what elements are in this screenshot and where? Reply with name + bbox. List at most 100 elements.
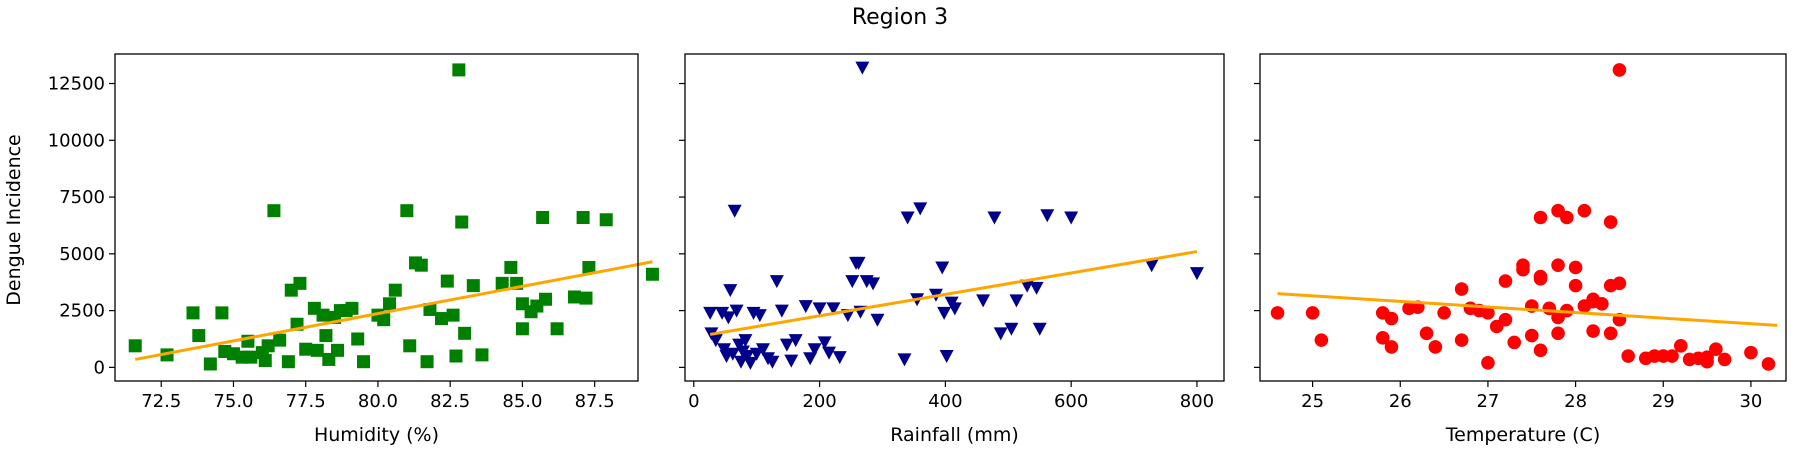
rainfall-point [738,334,753,348]
humidity-point [420,355,434,369]
rainfall-point [740,350,755,364]
humidity-point [383,297,397,311]
humidity-point [388,283,402,297]
humidity-point [299,342,313,356]
humidity-x-tick-label: 72.5 [141,391,181,412]
temperature-point [1621,349,1635,363]
humidity-point [377,313,391,327]
temperature-point [1551,258,1565,272]
rainfall-x-tick-label: 600 [1054,391,1088,412]
humidity-point [192,329,206,343]
humidity-trend-line [134,260,653,361]
temperature-point [1560,210,1574,225]
humidity-point [550,322,564,336]
humidity-point [440,274,454,288]
rainfall-point [733,355,748,369]
temperature-point [1612,63,1627,77]
humidity-point [567,290,581,304]
rainfall-trend-line [709,250,1198,336]
temperature-point [1498,274,1513,288]
humidity-x-axis-label: Humidity (%) [314,424,439,446]
rainfall-point [803,352,818,366]
temperature-point [1437,306,1451,320]
humidity-point [330,343,344,357]
humidity-point [128,339,142,353]
rainfall-plot-frame [684,53,1225,382]
rainfall-x-tick-label: 800 [1180,391,1214,412]
humidity-point [351,332,365,346]
temperature-plot-frame [1259,53,1787,382]
rainfall-point [1029,281,1044,295]
y-tick-label: 7500 [59,187,105,208]
humidity-point [319,329,333,343]
temperature-point [1568,260,1583,275]
temperature-point [1674,339,1688,353]
rainfall-point [721,311,736,325]
rainfall-point [727,204,742,218]
rainfall-point [1040,209,1055,223]
rainfall-x-axis-label: Rainfall (mm) [890,424,1019,446]
humidity-x-tick-label: 87.5 [575,391,615,412]
rainfall-point [817,336,832,350]
humidity-point [495,276,509,290]
temperature-point [1533,269,1548,284]
rainfall-point [870,313,885,327]
rainfall-point [723,284,738,298]
temperature-point [1761,357,1776,371]
humidity-point [316,308,330,322]
humidity-point [203,357,217,371]
y-tick-label: 12500 [48,74,105,95]
humidity-plot-frame [114,53,639,382]
humidity-point [261,339,275,353]
humidity-point [281,355,295,369]
rainfall-point [976,294,991,308]
humidity-point [536,211,550,224]
rainfall-point [845,275,860,289]
rainfall-point [1032,322,1047,336]
rainfall-point [807,343,822,357]
rainfall-point [1144,259,1159,273]
rainfall-point [826,302,841,316]
temperature-point [1595,296,1609,311]
rainfall-point [897,353,912,367]
humidity-point [244,350,258,364]
humidity-point [215,306,229,320]
rainfall-point [1004,322,1019,336]
temperature-point [1454,333,1469,347]
rainfall-point [798,300,813,314]
temperature-point [1481,306,1495,320]
humidity-x-tick-label: 82.5 [430,391,470,412]
y-tick-label: 2500 [59,301,105,322]
humidity-point [414,258,428,272]
rainfall-point [743,356,758,370]
humidity-point [599,213,613,227]
humidity-point [504,260,518,274]
rainfall-point [755,343,770,357]
temperature-point [1533,210,1548,225]
temperature-point [1551,326,1565,341]
humidity-point [400,204,414,218]
y-tick-label: 0 [94,357,105,378]
humidity-x-tick-label: 85.0 [502,391,542,412]
rainfall-point [1064,211,1079,225]
rainfall-point [715,306,730,320]
humidity-point [579,291,593,305]
humidity-point [446,308,460,322]
temperature-point [1603,215,1618,229]
rainfall-point [779,338,794,352]
rainfall-point [851,256,866,270]
rainfall-panel: 0 200 400 600 800 Rainfall (mm) [679,53,1225,446]
humidity-point [466,279,480,293]
humidity-point [435,312,449,326]
humidity-point [186,306,200,320]
rainfall-point [765,355,780,369]
temperature-point [1454,282,1469,296]
rainfall-point [784,354,799,368]
rainfall-point [866,277,881,291]
rainfall-point [913,202,928,216]
temperature-point [1375,331,1390,345]
temperature-point [1305,306,1320,320]
humidity-point [423,302,437,316]
rainfall-point [788,334,803,348]
humidity-x-tick-label: 75.0 [213,391,253,412]
